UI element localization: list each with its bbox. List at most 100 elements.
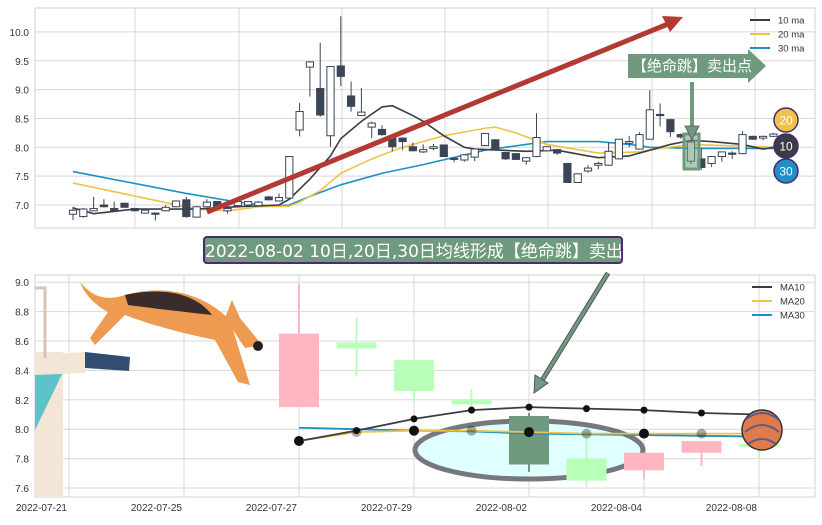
- candle: [624, 452, 664, 480]
- annotation-pointer-head: [684, 125, 700, 141]
- y-tick-label: 8.2: [15, 396, 29, 407]
- candle-body: [738, 134, 747, 155]
- candle-body: [748, 135, 757, 140]
- candle: [614, 138, 623, 160]
- candle: [594, 161, 603, 170]
- candle-body: [429, 146, 438, 149]
- candle-body: [563, 162, 572, 183]
- candle-body: [192, 206, 201, 218]
- candle: [532, 113, 541, 158]
- x-tick-label: 2022-08-04: [591, 503, 643, 514]
- candle: [681, 440, 722, 466]
- candle: [509, 413, 549, 472]
- candle-body: [566, 458, 607, 481]
- candle: [511, 153, 520, 160]
- candle-body: [79, 208, 88, 218]
- candle-body: [666, 119, 675, 133]
- dog-body: [80, 282, 250, 385]
- candle: [394, 360, 434, 403]
- candle-body: [470, 148, 479, 158]
- candle: [573, 173, 582, 183]
- pointer-arrow-head: [533, 374, 549, 395]
- ma20-marker: [639, 428, 649, 439]
- candle: [347, 81, 356, 112]
- x-tick-label: 2022-07-21: [16, 503, 68, 514]
- candle-body: [681, 440, 722, 453]
- candle: [202, 199, 212, 208]
- candle: [470, 148, 479, 162]
- candle-body: [542, 146, 551, 152]
- trend-arrow-line: [206, 21, 669, 215]
- candle-body: [480, 132, 490, 147]
- legend: MA10 MA20 MA30: [752, 283, 805, 322]
- badge-label: 10: [779, 140, 793, 154]
- candle: [656, 103, 665, 127]
- candle-body: [511, 153, 520, 160]
- ma-badge: 30: [773, 158, 799, 184]
- candle: [316, 42, 325, 117]
- candle-body: [522, 157, 531, 162]
- candle: [583, 165, 593, 173]
- candle: [728, 151, 737, 159]
- candle-body: [130, 207, 139, 212]
- candle-body: [110, 207, 119, 212]
- candle-body: [553, 149, 562, 154]
- candle: [279, 283, 319, 408]
- ma10-marker: [353, 427, 360, 435]
- badge-label: 20: [779, 114, 793, 128]
- y-tick-label: 8.0: [15, 425, 29, 436]
- candle-body: [759, 135, 768, 139]
- y-tick-label: 9.0: [15, 86, 29, 97]
- candle: [604, 142, 613, 166]
- armadillo-bands: [744, 412, 780, 445]
- candle-body: [182, 199, 191, 218]
- candle-body: [450, 157, 459, 160]
- candle: [563, 162, 572, 183]
- candle: [326, 65, 335, 147]
- y-tick-label: 7.5: [15, 172, 29, 183]
- candle-body: [336, 342, 377, 349]
- candle-body: [583, 167, 593, 172]
- candle-body: [357, 111, 366, 117]
- candle-body: [532, 136, 541, 158]
- annotation-box: [628, 49, 766, 83]
- sell-point-annotation: 【绝命跳】卖出点: [632, 57, 753, 75]
- legend-label: 10 ma: [778, 16, 805, 27]
- badge-circle: [773, 133, 799, 159]
- candle-body: [419, 149, 428, 153]
- candle: [130, 207, 139, 212]
- candle: [377, 125, 387, 136]
- candle-body: [151, 212, 160, 215]
- candle: [367, 121, 376, 139]
- legend: 10 ma 20 ma 30 ma: [750, 16, 805, 55]
- x-tick-label: 2022-07-29: [361, 503, 413, 514]
- candle: [501, 151, 510, 160]
- candle-body: [89, 207, 98, 212]
- candle-body: [625, 141, 634, 144]
- candle: [738, 131, 747, 155]
- candle: [295, 102, 304, 137]
- y-tick-label: 10.0: [10, 28, 30, 39]
- candle: [182, 196, 191, 218]
- y-tick-label: 7.6: [15, 484, 29, 495]
- candle: [161, 205, 170, 212]
- candle: [264, 195, 273, 201]
- candle-body: [594, 162, 603, 166]
- candle: [480, 132, 490, 147]
- top-candlestick-chart: 7.0 7.5 8.0 8.5 9.0 9.5 10.0 10 ma 20 ma 30 ma 20 1…: [10, 7, 816, 229]
- ma20-marker: [581, 428, 592, 439]
- legend-label: 20 ma: [778, 30, 805, 41]
- candle: [491, 139, 500, 150]
- candle-body: [161, 206, 170, 212]
- ma10-marker: [525, 403, 533, 411]
- candle: [748, 135, 757, 140]
- candle: [99, 199, 109, 208]
- ma10-marker: [583, 405, 590, 413]
- y-tick-label: 7.8: [15, 455, 29, 466]
- y-tick-label: 8.0: [15, 143, 29, 154]
- candle-body: [656, 113, 665, 117]
- candle-body: [223, 207, 232, 212]
- dog-nose: [253, 341, 263, 351]
- candle-body: [501, 151, 510, 160]
